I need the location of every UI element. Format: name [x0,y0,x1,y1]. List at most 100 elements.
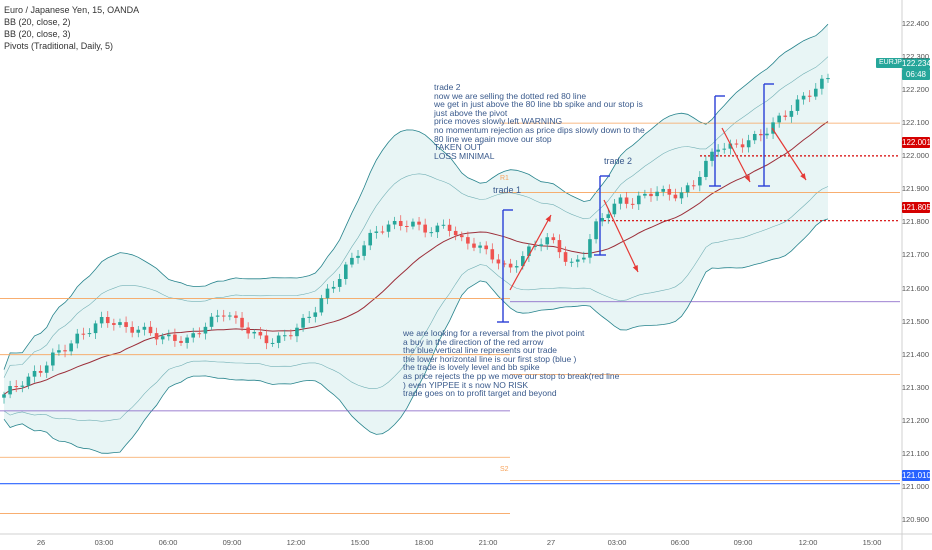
candle-body [624,197,629,204]
candle-body [789,110,794,117]
candle-body [124,322,128,327]
y-tick-label: 122.000 [901,151,929,161]
candle-body [392,220,397,225]
candle-body [563,252,568,262]
candle-body [435,225,440,233]
last-price-tag: 122.234 [902,58,931,69]
candle-body [2,394,6,398]
candle-body [521,256,525,267]
candle-body [405,226,409,228]
candle-body [221,315,226,317]
x-tick-label: 09:00 [222,538,242,547]
candle-body [575,259,580,262]
y-tick-label: 121.400 [901,349,929,359]
candle-body [81,333,86,335]
candle-body [398,220,403,227]
arrow-trade2-head [632,265,638,272]
symbol-tag: EURJPY [876,58,910,68]
candle-body [331,286,336,289]
candle-body [154,333,159,340]
y-tick-label: 121.300 [901,382,929,392]
x-tick-label: 09:00 [733,538,753,547]
candle-body [344,264,348,280]
candle-body [508,263,513,268]
candle-body [26,376,31,386]
red-upper-tag: 122.001 [902,137,931,148]
candle-body [649,193,653,197]
bb-basis [3,121,829,395]
candle-body [142,326,147,330]
candle-body [612,203,617,215]
candle-body [704,160,708,177]
arrow-trade2 [603,199,639,273]
candle-body [173,334,177,341]
y-tick-label: 121.700 [901,250,929,260]
legend-bb2[interactable]: BB (20, close, 3) [4,29,71,39]
candle-body [752,133,757,141]
candle-body [545,237,550,245]
candle-body [636,195,641,205]
candle-body [179,340,183,343]
candle-body [765,133,769,136]
candle-body [191,333,196,338]
candle-body [777,115,781,123]
candle-body [826,78,830,80]
candle-body [643,193,647,196]
blue-low-tag: 121.010 [902,470,931,481]
candle-body [667,188,672,195]
trade1-label: trade 1 [493,185,522,195]
candle-body [93,323,98,334]
candle-body [673,194,678,199]
candle-body [307,316,311,318]
x-tick-label: 15:00 [862,538,882,547]
candle-body [87,333,92,335]
candle-body [38,370,43,373]
candle-body [527,246,531,257]
candle-body [160,336,165,340]
candle-body [691,185,696,187]
candle-body [813,88,818,97]
candle-body [551,237,556,241]
candle-body [264,335,269,344]
bb-fill [4,24,828,454]
candle-body [801,95,806,100]
candle-body [740,144,745,148]
candle-body [661,188,665,192]
note-trade2: trade 2 now we are selling the dotted re… [434,82,645,161]
candle-body [246,327,250,334]
x-tick-label: 27 [546,538,556,547]
candle-body [148,326,153,334]
y-tick-label: 121.200 [901,415,929,425]
candle-body [350,257,354,265]
x-tick-label: 18:00 [414,538,434,547]
legend-pivots[interactable]: Pivots (Traditional, Daily, 5) [4,41,114,51]
candle-body [478,245,482,248]
candle-body [514,266,519,268]
candle-body [502,263,507,265]
candle-body [728,143,733,149]
candle-body [313,312,318,317]
candle-body [295,327,299,337]
bb-lower-2 [3,186,829,422]
candle-body [533,246,537,248]
legend-bb1[interactable]: BB (20, close, 2) [4,17,71,27]
candle-body [118,322,122,325]
candle-body [130,326,134,333]
candle-body [722,148,727,150]
legend-symbol[interactable]: Euro / Japanese Yen, 15, OANDA [4,5,140,15]
candle-body [197,333,202,335]
y-tick-label: 122.300 [901,51,929,61]
candle-body [337,279,342,287]
candle-body [453,230,458,236]
candle-body [301,317,305,328]
candle-body [679,192,684,199]
candle-body [557,240,562,253]
candle-body [472,243,476,248]
s2-label: S2 [500,466,509,473]
x-tick-label: 03:00 [94,538,114,547]
candle-body [368,232,373,246]
y-tick-label: 121.000 [901,481,929,491]
candle-body [289,335,293,337]
candle-body [276,335,281,343]
